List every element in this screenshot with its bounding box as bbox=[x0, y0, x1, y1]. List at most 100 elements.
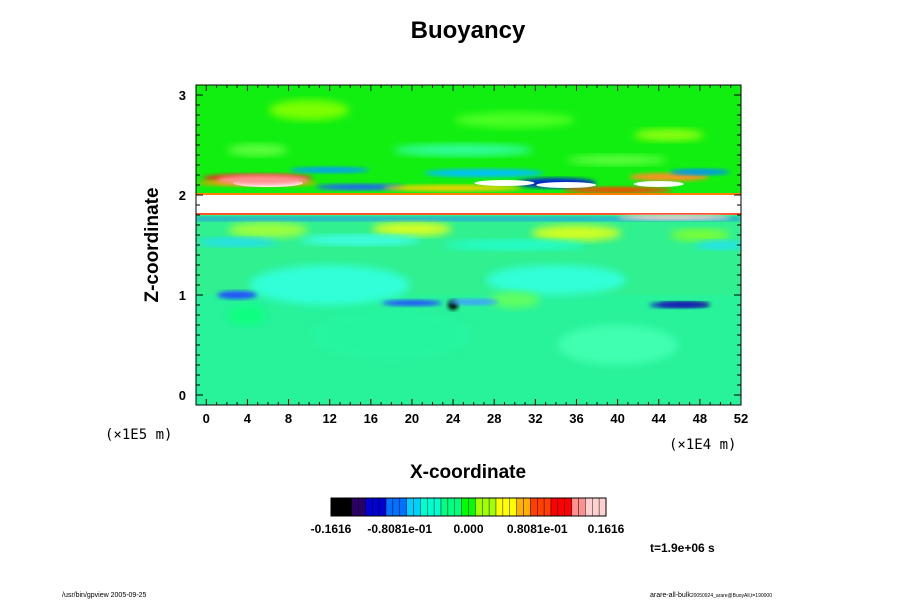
colorbar-segment bbox=[385, 497, 394, 517]
footer-left: /usr/bin/gpview 2005-09-25 bbox=[62, 592, 147, 599]
field-feature bbox=[315, 184, 406, 190]
anomaly bbox=[617, 215, 731, 220]
x-tick-label: 4 bbox=[244, 411, 252, 426]
colorbar-segment bbox=[392, 497, 400, 517]
x-tick-label: 28 bbox=[487, 411, 501, 426]
colorbar-segment bbox=[344, 497, 352, 517]
field-white-patch bbox=[474, 180, 535, 186]
colorbar-segment bbox=[550, 497, 559, 517]
field-blob bbox=[567, 155, 668, 165]
x-tick-label: 12 bbox=[322, 411, 336, 426]
colorbar bbox=[330, 497, 607, 517]
colorbar-tick-label: 0.000 bbox=[453, 522, 483, 536]
colorbar-segment bbox=[372, 497, 380, 517]
field-blob bbox=[557, 325, 678, 365]
colorbar-segment bbox=[578, 497, 586, 517]
colorbar-segment bbox=[330, 497, 339, 517]
colorbar-segment bbox=[502, 497, 510, 517]
x-tick-label: 0 bbox=[203, 411, 210, 426]
field-blob bbox=[311, 310, 472, 360]
band-blue-line bbox=[196, 217, 741, 221]
colorbar-segment bbox=[475, 497, 483, 517]
colorbar-segment bbox=[468, 497, 476, 517]
field-feature bbox=[289, 167, 370, 173]
field-blob bbox=[454, 112, 575, 128]
buoyancy-field bbox=[196, 85, 741, 405]
colorbar-segment bbox=[585, 497, 593, 517]
field-blob bbox=[269, 100, 350, 120]
colorbar-segment bbox=[365, 497, 373, 517]
field-streak bbox=[381, 300, 442, 306]
field-blob bbox=[634, 129, 705, 141]
x-tick-label: 20 bbox=[405, 411, 419, 426]
x-unit-label: (×1E4 m) bbox=[669, 437, 736, 453]
x-tick-label: 44 bbox=[652, 411, 667, 426]
y-axis-label: Z-coordinate bbox=[142, 187, 163, 302]
colorbar-frame bbox=[330, 497, 607, 517]
colorbar-segment bbox=[399, 497, 407, 517]
anomaly bbox=[216, 175, 310, 185]
x-tick-labels: 0 4 8 12 16 20 24 28 32 36 40 44 48 52 bbox=[203, 411, 749, 426]
colorbar-segment bbox=[447, 497, 455, 517]
field-blob bbox=[227, 144, 288, 156]
footer-right-small: 20050924_arare@BuoyAll,t=190000 bbox=[691, 593, 772, 599]
colorbar-segment bbox=[495, 497, 504, 517]
band-edge-top bbox=[196, 193, 741, 195]
field-streak bbox=[448, 299, 499, 305]
colorbar-tick-labels: -0.1616 -0.8081e-01 0.000 0.8081e-01 0.1616 bbox=[311, 522, 625, 536]
x-tick-label: 40 bbox=[610, 411, 624, 426]
x-axis-label: X-coordinate bbox=[410, 462, 526, 483]
x-tick-label: 16 bbox=[364, 411, 378, 426]
time-label: t=1.9e+06 s bbox=[650, 541, 715, 555]
field-feature bbox=[562, 187, 673, 193]
colorbar-segment bbox=[488, 497, 497, 517]
field-streak bbox=[649, 302, 710, 308]
colorbar-segment bbox=[516, 497, 524, 517]
field-blob bbox=[531, 225, 622, 241]
y-tick-label: 0 bbox=[179, 388, 186, 403]
colorbar-segment bbox=[598, 497, 607, 517]
field-feature bbox=[669, 169, 730, 175]
field-blob bbox=[669, 229, 730, 241]
colorbar-segment bbox=[530, 497, 538, 517]
field-blob bbox=[444, 240, 585, 250]
colorbar-segment bbox=[420, 497, 428, 517]
colorbar-segment bbox=[571, 497, 579, 517]
colorbar-segment bbox=[337, 497, 345, 517]
band-edge-bottom bbox=[196, 213, 741, 215]
field-blob bbox=[227, 305, 268, 325]
colorbar-segment bbox=[433, 497, 442, 517]
colorbar-segment bbox=[564, 497, 572, 517]
field-blob bbox=[371, 222, 452, 236]
x-tick-label: 8 bbox=[285, 411, 292, 426]
y-tick-label: 1 bbox=[179, 288, 186, 303]
field-blob bbox=[227, 222, 308, 238]
colorbar-segment bbox=[406, 497, 414, 517]
x-tick-label: 32 bbox=[528, 411, 542, 426]
y-tick-label: 3 bbox=[179, 88, 186, 103]
field-blob bbox=[489, 292, 540, 308]
field-blob bbox=[197, 238, 278, 246]
x-tick-label: 24 bbox=[446, 411, 461, 426]
colorbar-segment bbox=[351, 497, 359, 517]
y-tick-label: 2 bbox=[179, 188, 186, 203]
colorbar-tick-label: 0.8081e-01 bbox=[507, 522, 568, 536]
field-blob bbox=[300, 235, 421, 245]
colorbar-tick-label: -0.8081e-01 bbox=[367, 522, 432, 536]
y-tick-labels: 0 1 2 3 bbox=[179, 88, 186, 403]
colorbar-segment bbox=[592, 497, 600, 517]
colorbar-segment bbox=[482, 497, 490, 517]
axis-ticks bbox=[196, 85, 742, 405]
field-white-patch bbox=[633, 181, 684, 187]
colorbar-segment bbox=[454, 497, 462, 517]
field-blob bbox=[485, 265, 626, 295]
x-tick-label: 52 bbox=[734, 411, 748, 426]
field-blob bbox=[695, 241, 741, 249]
colorbar-segment bbox=[509, 497, 517, 517]
field-white-patch bbox=[536, 182, 597, 188]
colorbar-segment bbox=[440, 497, 449, 517]
field-blob bbox=[249, 265, 410, 305]
x-tick-label: 36 bbox=[569, 411, 583, 426]
colorbar-segment bbox=[378, 497, 387, 517]
colorbar-segment bbox=[461, 497, 469, 517]
